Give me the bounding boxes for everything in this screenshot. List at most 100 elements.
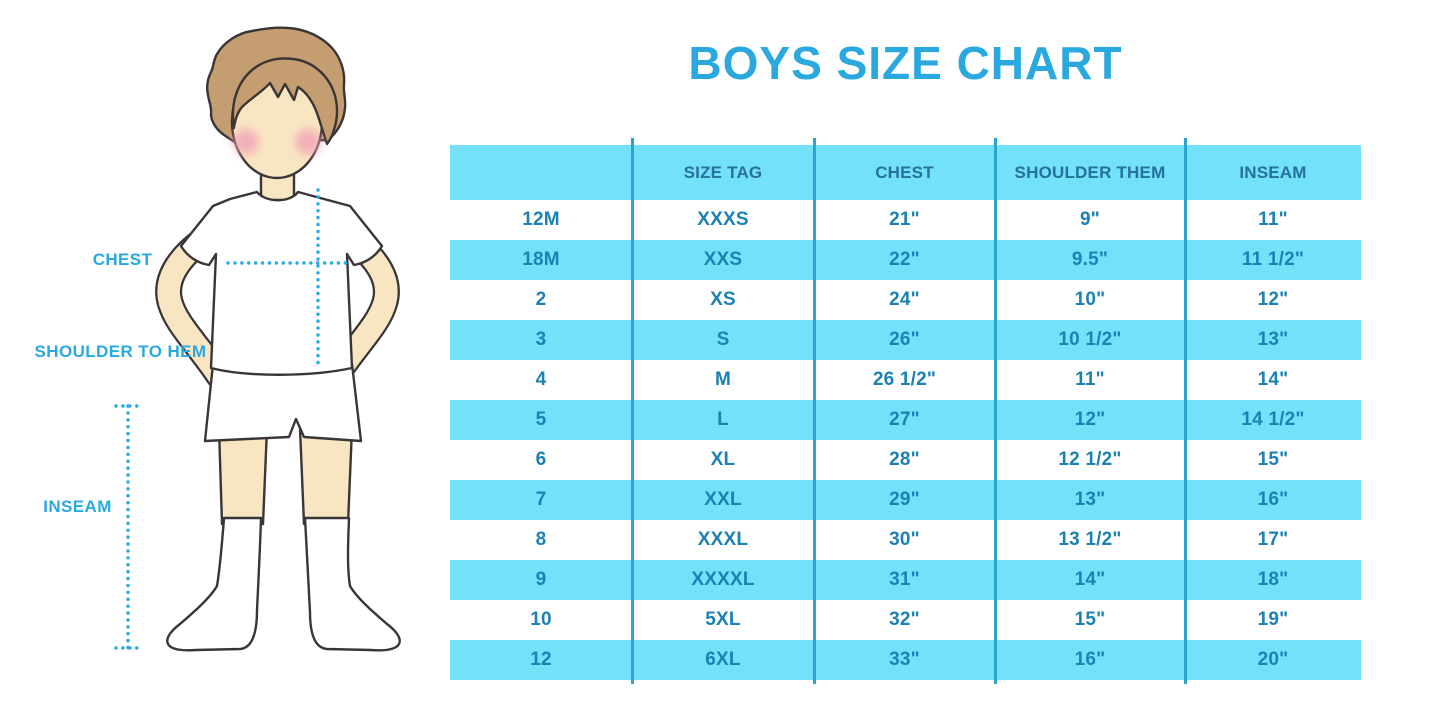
table-cell: 26 1/2" [872,369,937,390]
blush-right [295,129,321,155]
table-cell: XXXXL [691,569,755,590]
column-divider [631,138,634,684]
table-row: 8 XXXL 30" 13 1/2" 17" [450,520,1361,560]
table-cell: 10 1/2" [1058,329,1122,350]
measurement-figure: CHEST SHOULDER TO HEM INSEAM [0,0,450,723]
table-cell: L [717,409,729,430]
table-cell: 11 1/2" [1241,249,1305,270]
measurement-guides [114,188,354,650]
table-cell: 14" [1074,569,1106,590]
table-cell: 29" [889,489,920,510]
table-cell: XXXS [697,209,749,230]
table-cell: 9.5" [1071,249,1109,270]
table-cell: 2 [535,289,547,310]
table-cell: 33" [889,649,920,670]
table-cell: XL [710,449,736,470]
table-cell: 17" [1257,529,1289,550]
table-cell: XXS [703,249,743,270]
boy-leg-right [298,426,354,526]
table-cell: 3 [535,329,547,350]
table-cell: XXXL [697,529,749,550]
blush-left [233,129,259,155]
table-row: 5 L 27" 12" 14 1/2" [450,400,1361,440]
table-cell: 12" [1074,409,1106,430]
table-header-cell: INSEAM [1239,163,1307,182]
table-cell: 12 1/2" [1058,449,1122,470]
table-header-cell [450,145,632,200]
table-cell: 28" [889,449,920,470]
table-cell: 7 [535,489,547,510]
table-cell: 6 [535,449,547,470]
page-title: BOYS SIZE CHART [688,37,1123,89]
table-cell: 10" [1074,289,1106,310]
table-cell: 9 [535,569,547,590]
table-cell: 13" [1257,329,1289,350]
boy-shorts [203,362,363,443]
table-cell: 12 [530,649,552,670]
table-cell: 10 [530,609,552,630]
table-row: 18M XXS 22" 9.5" 11 1/2" [450,240,1361,280]
column-divider [813,138,816,684]
table-cell: 18M [522,249,560,270]
boy-leg-left [217,426,269,526]
size-table: SIZE TAG CHEST SHOULDER THEM INSEAM 12M XXXS… [450,138,1361,684]
table-cell: 15" [1257,449,1289,470]
table-cell: 19" [1257,609,1289,630]
table-cell: 32" [889,609,920,630]
table-cell: 5 [535,409,547,430]
table-cell: 22" [889,249,920,270]
table-cell: S [716,329,730,350]
table-cell: 20" [1257,649,1289,670]
table-cell: 8 [535,529,547,550]
table-row: 4 M 26 1/2" 11" 14" [450,360,1361,400]
column-divider [994,138,997,684]
table-cell: 11" [1258,209,1288,230]
table-cell: M [714,369,732,390]
table-cell: 4 [535,369,547,390]
table-cell: 16" [1257,489,1289,510]
table-cell: 14 1/2" [1241,409,1305,430]
table-cell: 21" [889,209,920,230]
table-cell: XS [710,289,736,310]
table-cell: 12" [1257,289,1289,310]
table-cell: 15" [1074,609,1106,630]
table-header-row: SIZE TAG CHEST SHOULDER THEM INSEAM [450,145,1361,200]
boy-illustration [114,26,401,652]
chest-label: CHEST [92,250,153,269]
table-body: 12M XXXS 21" 9" 11" 18M XXS 22" 9.5" 11 1/2" 2 XS 24… [450,200,1361,680]
table-cell: 9" [1080,209,1100,230]
table-header-cell: CHEST [875,163,934,182]
table-cell: 6XL [705,649,741,670]
boy-hair-fringe-icon [231,57,339,146]
boy-sock-left [166,516,263,652]
table-cell: 13 1/2" [1058,529,1122,550]
table-row: 9 XXXXL 31" 14" 18" [450,560,1361,600]
table-cell: 18" [1257,569,1289,590]
table-cell: 14" [1257,369,1289,390]
table-row: 7 XXL 29" 13" 16" [450,480,1361,520]
table-cell: 11" [1075,369,1105,390]
table-cell: 5XL [705,609,741,630]
table-row: 12M XXXS 21" 9" 11" [450,200,1361,240]
table-row: 6 XL 28" 12 1/2" 15" [450,440,1361,480]
boy-sock-right [303,516,401,652]
table-row: 10 5XL 32" 15" 19" [450,600,1361,640]
table-cell: 12M [522,209,560,230]
table-cell: 31" [889,569,920,590]
table-cell: 13" [1074,489,1106,510]
table-row: 3 S 26" 10 1/2" 13" [450,320,1361,360]
table-row: 12 6XL 33" 16" 20" [450,640,1361,680]
table-cell: 26" [889,329,920,350]
table-cell: 27" [889,409,920,430]
table-cell: XXL [704,489,742,510]
table-header-cell: SHOULDER THEM [1014,163,1166,182]
boy-shirt [179,190,384,376]
table-cell: 24" [889,289,920,310]
inseam-label: INSEAM [43,497,112,516]
table-cell: 30" [889,529,920,550]
shoulder-to-hem-label: SHOULDER TO HEM [34,342,207,361]
table-row: 2 XS 24" 10" 12" [450,280,1361,320]
column-divider [1184,138,1187,684]
table-header-cell: SIZE TAG [683,163,763,182]
